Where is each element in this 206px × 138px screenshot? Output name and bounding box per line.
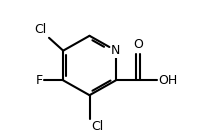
- Text: Cl: Cl: [91, 120, 103, 133]
- Text: OH: OH: [158, 74, 178, 87]
- Text: Cl: Cl: [34, 23, 46, 36]
- Text: O: O: [133, 38, 143, 51]
- Text: N: N: [111, 44, 121, 57]
- Text: F: F: [36, 74, 43, 87]
